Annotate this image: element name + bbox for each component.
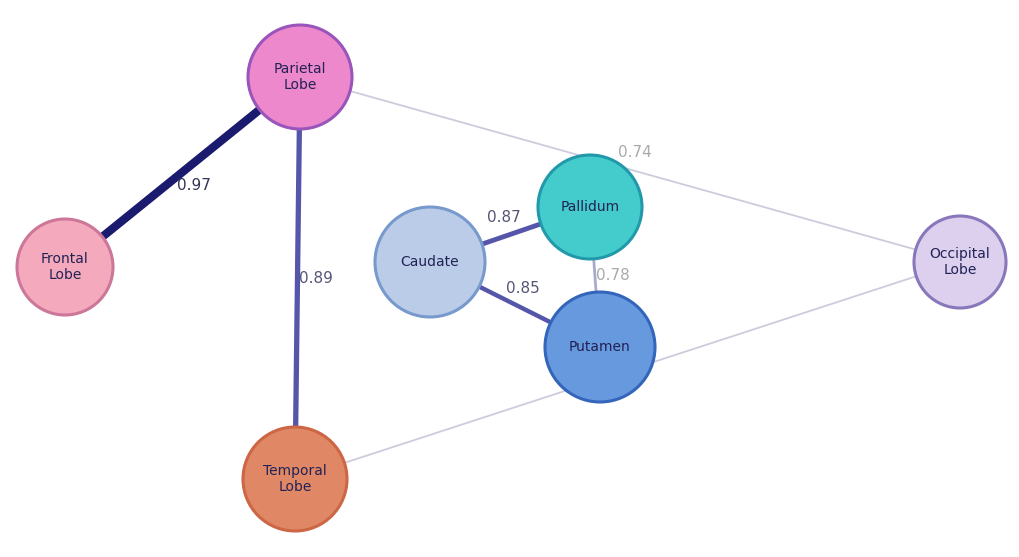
Text: 0.74: 0.74 — [618, 145, 651, 160]
Text: 0.87: 0.87 — [487, 210, 521, 225]
Text: Pallidum: Pallidum — [559, 200, 619, 214]
Text: Parietal
Lobe: Parietal Lobe — [273, 62, 326, 92]
Circle shape — [243, 427, 346, 531]
Text: 0.85: 0.85 — [505, 281, 539, 296]
Text: 0.74: 0.74 — [604, 346, 638, 361]
Circle shape — [17, 219, 113, 315]
Text: 0.89: 0.89 — [299, 271, 332, 286]
Circle shape — [913, 216, 1005, 308]
Circle shape — [375, 207, 484, 317]
Text: 0.78: 0.78 — [595, 268, 629, 283]
Text: Frontal
Lobe: Frontal Lobe — [41, 252, 89, 282]
Circle shape — [248, 25, 352, 129]
Text: 0.97: 0.97 — [176, 178, 211, 193]
Text: Caudate: Caudate — [400, 255, 459, 269]
Text: Temporal
Lobe: Temporal Lobe — [263, 464, 326, 494]
Circle shape — [544, 292, 654, 402]
Text: Occipital
Lobe: Occipital Lobe — [928, 247, 989, 277]
Text: Putamen: Putamen — [569, 340, 631, 354]
Circle shape — [537, 155, 641, 259]
